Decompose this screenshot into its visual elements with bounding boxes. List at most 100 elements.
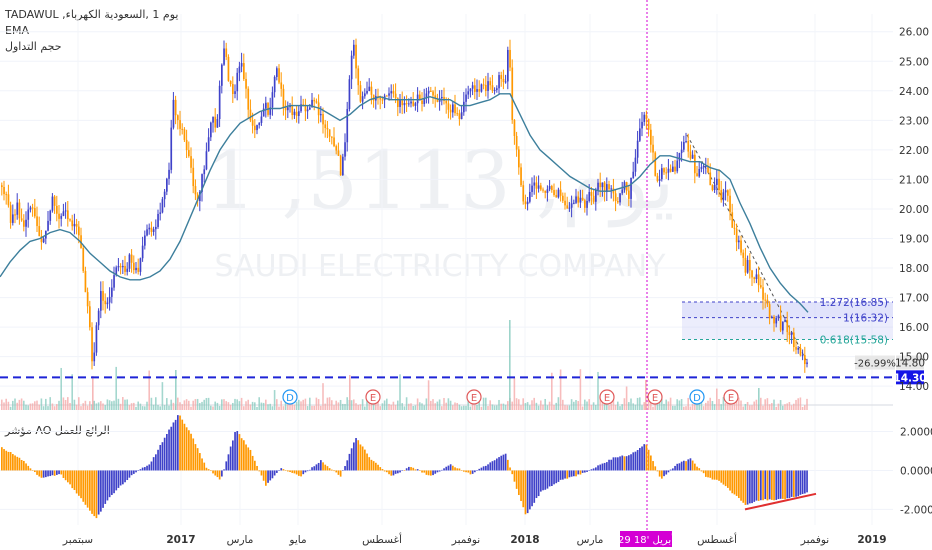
volume-bar xyxy=(71,374,73,410)
candle-body xyxy=(91,327,93,362)
ao-bar xyxy=(713,470,716,480)
candle-body xyxy=(718,178,720,191)
volume-bar xyxy=(647,400,650,410)
ao-bar xyxy=(579,470,582,475)
candle-body xyxy=(357,68,360,86)
price-axis-label: 26.00 xyxy=(899,27,929,39)
ao-bar xyxy=(419,470,421,471)
ao-bar xyxy=(260,470,263,476)
candle-body xyxy=(687,140,690,152)
volume-bar xyxy=(540,400,542,410)
volume-bar xyxy=(727,399,729,410)
ao-bar xyxy=(799,470,802,495)
earnings-marker[interactable]: E xyxy=(599,389,615,405)
volume-bar xyxy=(452,405,454,410)
volume-bar xyxy=(709,397,711,410)
candle-body xyxy=(7,194,10,206)
candle-body xyxy=(755,274,758,280)
candle-body xyxy=(403,103,406,106)
candle-body xyxy=(381,99,384,101)
candle-body xyxy=(128,254,131,269)
watermark-subtitle: SAUDI ELECTRICITY COMPANY xyxy=(214,249,666,284)
earnings-marker[interactable]: E xyxy=(723,389,739,405)
volume-bar xyxy=(183,400,186,410)
volume-bar xyxy=(421,403,423,410)
volume-bar xyxy=(401,403,403,410)
candle-body xyxy=(364,93,366,97)
volume-bar xyxy=(289,403,291,410)
dividend-marker[interactable]: D xyxy=(282,389,298,405)
earnings-marker[interactable]: E xyxy=(647,389,663,405)
ao-bar xyxy=(584,470,586,473)
volume-indicator-label[interactable]: حجم التداول xyxy=(5,40,62,53)
ao-bar xyxy=(324,464,327,471)
ao-bar xyxy=(223,469,225,471)
volume-bar xyxy=(205,398,208,410)
volume-bar xyxy=(344,403,346,410)
volume-bar xyxy=(441,406,443,410)
volume-bar xyxy=(636,397,639,410)
volume-bar xyxy=(793,403,795,410)
candle-body xyxy=(735,228,738,243)
volume-bar xyxy=(106,399,109,410)
candle-body xyxy=(247,88,250,110)
volume-bar xyxy=(218,405,221,410)
candle-body xyxy=(548,186,551,190)
volume-bar xyxy=(150,397,153,410)
volume-bar xyxy=(223,399,225,410)
volume-bar xyxy=(364,406,366,410)
volume-bar xyxy=(80,406,82,410)
earnings-marker[interactable]: E xyxy=(466,389,482,405)
ao-bar xyxy=(216,470,219,478)
ao-bar xyxy=(614,457,617,471)
ao-bar xyxy=(306,470,309,472)
ao-bar xyxy=(181,419,184,471)
volume-bar xyxy=(161,382,164,410)
ao-bar xyxy=(1,447,3,471)
time-axis-label: نوفمبر xyxy=(800,534,829,546)
candle-body xyxy=(392,91,395,94)
volume-bar xyxy=(335,400,337,410)
candle-body xyxy=(276,68,278,77)
ao-bar xyxy=(113,470,115,494)
volume-bar xyxy=(804,405,806,410)
candle-body xyxy=(707,165,709,173)
volume-bar xyxy=(531,400,533,410)
price-axis-label: 24.00 xyxy=(899,86,929,98)
volume-bar xyxy=(784,404,786,410)
candle-body xyxy=(751,270,753,278)
volume-bar xyxy=(69,403,71,410)
candle-body xyxy=(284,107,287,111)
candle-body xyxy=(546,189,549,193)
volume-bar xyxy=(3,402,5,410)
time-axis-label: 2017 xyxy=(166,534,195,546)
volume-bar xyxy=(513,377,516,410)
candle-body xyxy=(174,99,177,116)
ao-bar xyxy=(282,469,285,471)
ao-bar xyxy=(157,449,159,471)
earnings-marker[interactable]: E xyxy=(365,389,381,405)
ao-bar xyxy=(755,470,758,501)
ao-indicator-label[interactable]: مؤشر AO الرائع للعمل xyxy=(5,424,110,437)
volume-bar xyxy=(713,404,716,410)
ema-indicator-label[interactable]: EMA xyxy=(5,24,29,37)
candle-body xyxy=(328,129,331,137)
time-axis-label: مارس xyxy=(577,534,604,546)
candle-body xyxy=(203,169,206,175)
candle-body xyxy=(427,90,430,94)
candle-body xyxy=(685,140,687,142)
ao-bar xyxy=(438,470,441,472)
candle-body xyxy=(768,304,771,319)
volume-bar xyxy=(537,405,540,410)
ao-bar xyxy=(630,454,632,471)
volume-bar xyxy=(333,405,335,410)
ao-bar xyxy=(73,470,76,490)
volume-bar xyxy=(328,397,331,410)
ao-bar xyxy=(185,427,188,471)
dividend-marker[interactable]: D xyxy=(689,389,705,405)
volume-bar xyxy=(256,406,258,410)
volume-bar xyxy=(130,403,133,410)
volume-bar xyxy=(559,369,562,410)
